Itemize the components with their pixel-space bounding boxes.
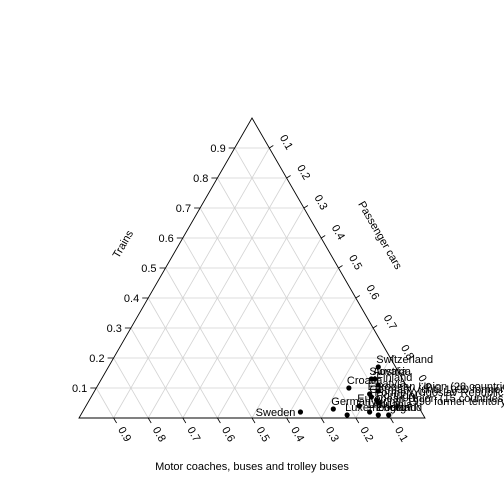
tick-label-right: 0.7 [381,313,399,332]
grid-line-buses [166,268,253,418]
right-axis-label: Passenger cars [355,199,404,272]
tick-right [356,296,360,299]
grid-line-cars [114,148,270,418]
tick-bottom [148,418,151,423]
tick-label-bottom: 0.7 [184,425,202,444]
tick-bottom [321,418,324,423]
tick-label-left: 0.4 [124,293,139,305]
bottom-axis-label: Motor coaches, buses and trolley buses [155,461,349,473]
tick-label-left: 0.6 [159,233,174,245]
tick-label-right: 0.2 [294,163,312,182]
tick-label-left: 0.8 [193,173,208,185]
tick-right [373,326,377,329]
tick-right [269,146,273,149]
tick-label-left: 0.2 [89,353,104,365]
tick-label-bottom: 0.9 [115,425,133,444]
tick-bottom [252,418,255,423]
tick-label-left: 0.9 [210,143,225,155]
point-label: Sweden [256,407,296,419]
tick-right [287,176,291,179]
tick-label-bottom: 0.1 [392,425,410,444]
tick-label-bottom: 0.4 [288,425,306,444]
tick-label-left: 0.5 [141,263,156,275]
data-point [298,409,303,414]
point-label: England [376,402,416,414]
tick-label-right: 0.1 [277,133,295,152]
grid-line-cars [183,208,304,418]
tick-label-bottom: 0.2 [357,425,375,444]
tick-label-bottom: 0.8 [150,425,168,444]
grid-line-buses [131,328,183,418]
tick-label-left: 0.1 [72,383,87,395]
tick-label-right: 0.5 [346,253,364,272]
point-label: Switzerland [376,354,433,366]
grid-line-cars [252,268,339,418]
tick-right [339,266,343,269]
tick-label-left: 0.3 [107,323,122,335]
grid-line-buses [200,208,321,418]
tick-bottom [390,418,393,423]
tick-right [304,206,308,209]
tick-bottom [356,418,359,423]
point-labels: SwitzerlandAustriaSlovakiaFinlandLatviaC… [256,354,504,419]
left-axis-label: Trains [111,228,137,261]
tick-label-right: 0.3 [311,193,329,212]
tick-bottom [114,418,117,423]
tick-bottom [183,418,186,423]
tick-label-bottom: 0.3 [323,425,341,444]
tick-label-bottom: 0.5 [254,425,272,444]
grid-line-buses [96,388,113,418]
tick-label-left: 0.7 [176,203,191,215]
tick-bottom [217,418,220,423]
tick-label-right: 0.6 [363,283,381,302]
tick-label-right: 0.4 [329,223,347,242]
tick-label-bottom: 0.6 [219,425,237,444]
tick-right [321,236,325,239]
